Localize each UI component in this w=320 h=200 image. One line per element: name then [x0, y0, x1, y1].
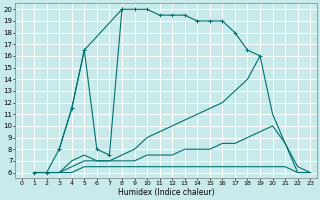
X-axis label: Humidex (Indice chaleur): Humidex (Indice chaleur): [117, 188, 214, 197]
